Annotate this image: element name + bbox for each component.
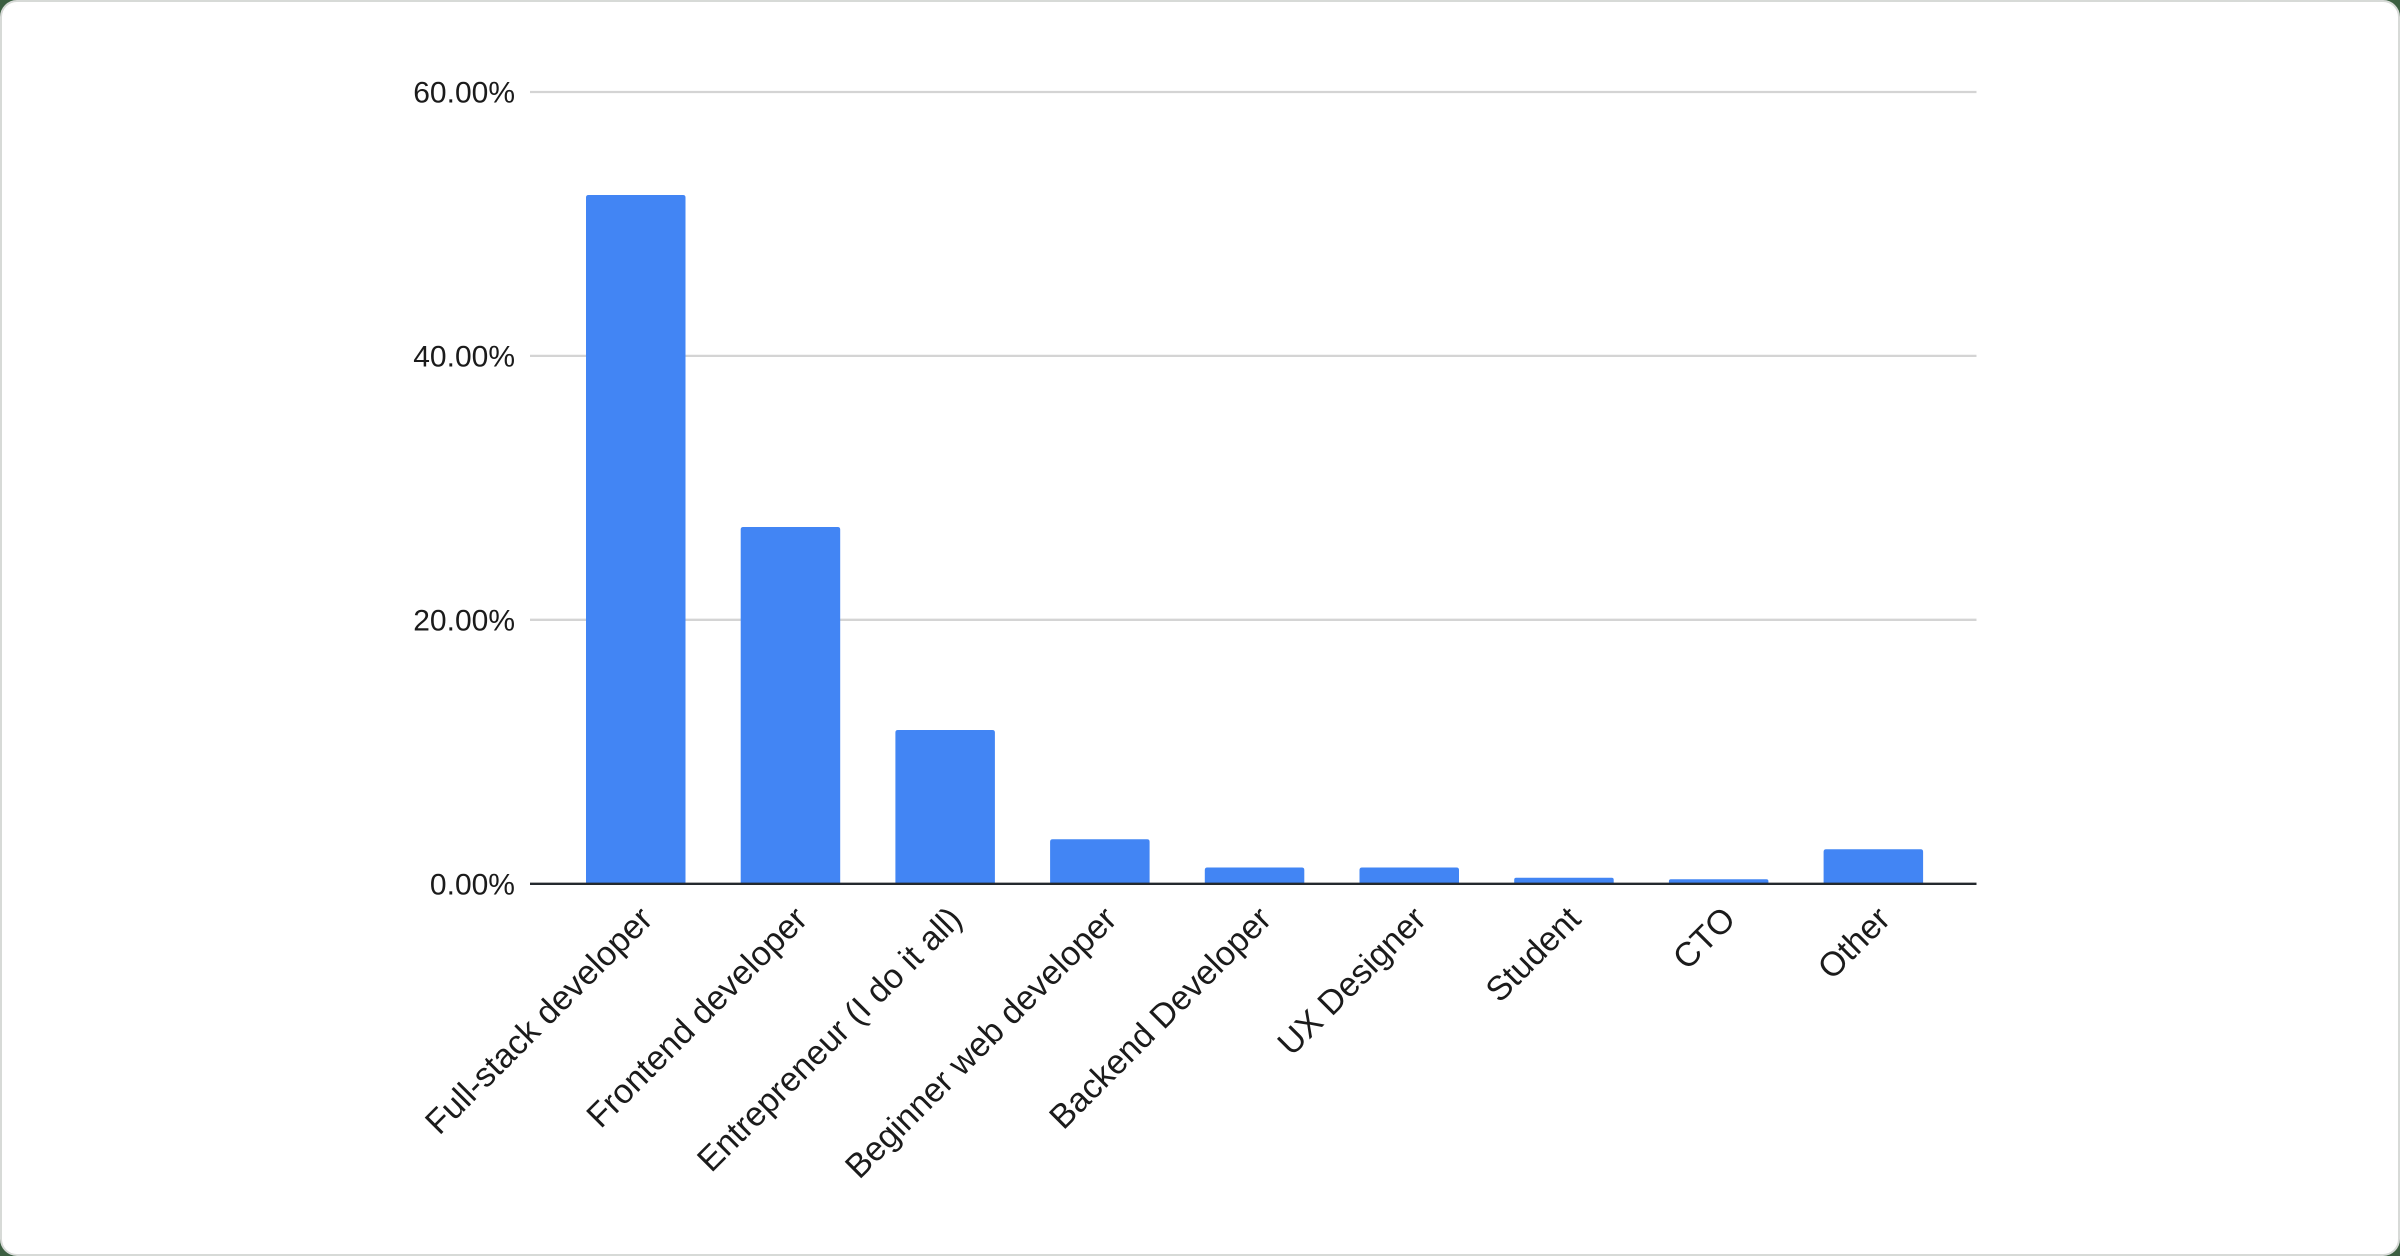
svg-text:60.00%: 60.00% <box>413 77 515 110</box>
svg-text:20.00%: 20.00% <box>413 605 515 638</box>
svg-text:0.00%: 0.00% <box>430 868 515 901</box>
svg-text:40.00%: 40.00% <box>413 341 515 374</box>
